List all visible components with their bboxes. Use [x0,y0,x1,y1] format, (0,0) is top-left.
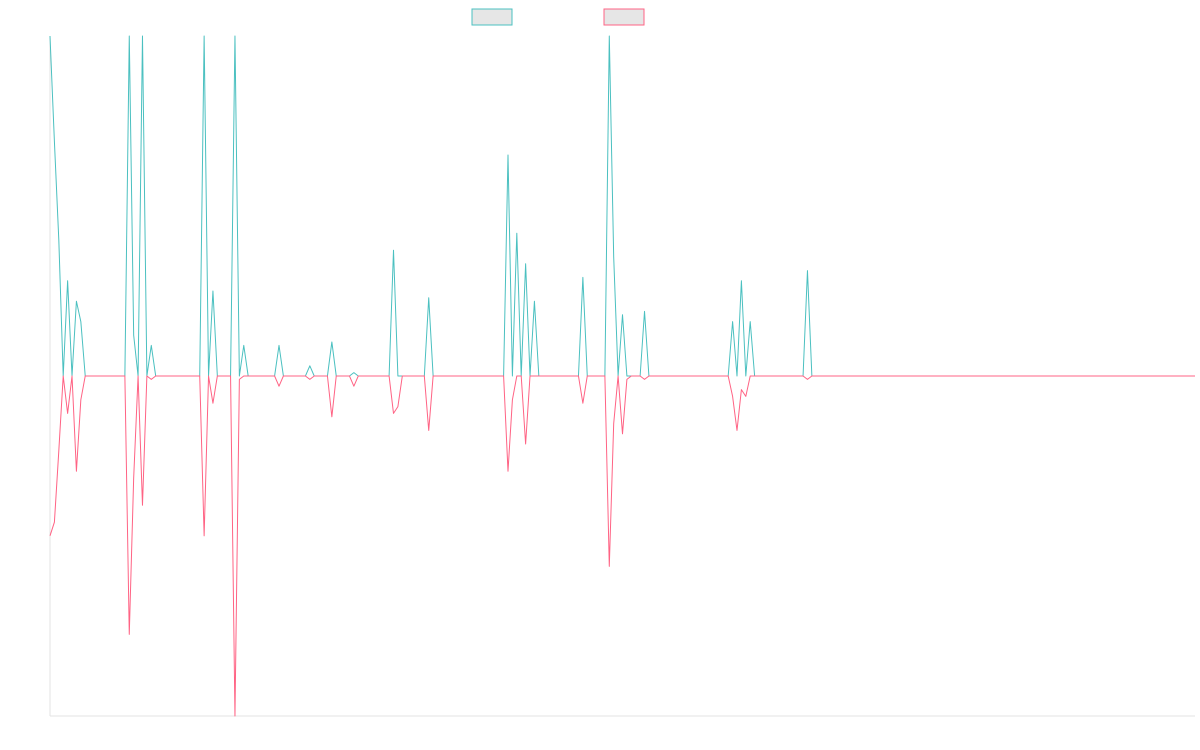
series-line-2 [49,375,1195,717]
legend[interactable] [471,8,645,26]
series-line-1 [49,35,1195,377]
legend-swatch-2[interactable] [603,8,645,26]
series-layer [49,35,1195,717]
axes [49,36,1195,717]
legend-swatch-1[interactable] [471,8,513,26]
